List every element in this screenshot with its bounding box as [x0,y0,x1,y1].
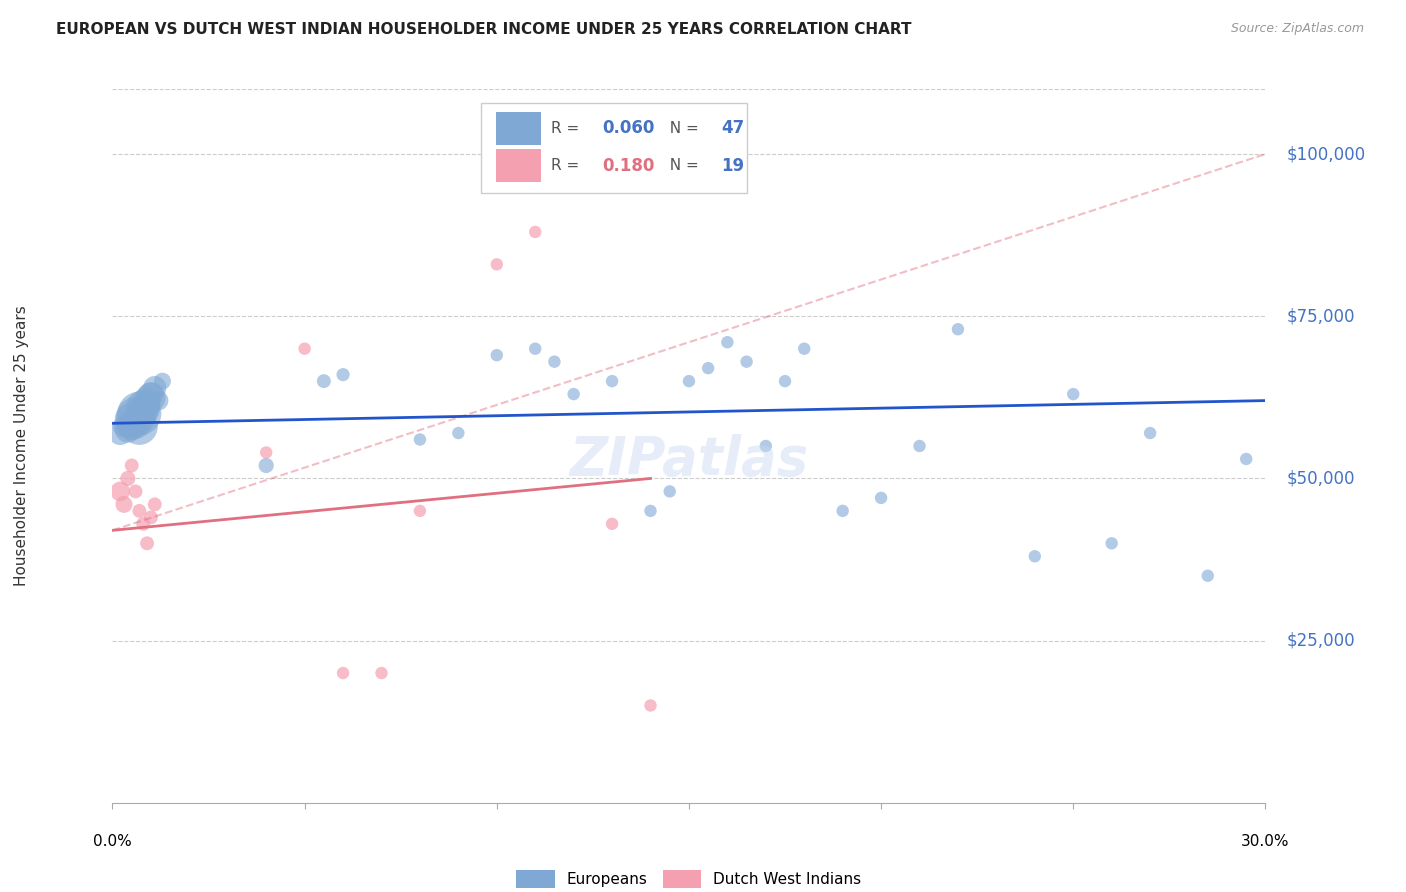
Point [793,342,815,356]
Text: 0.060: 0.060 [602,120,655,137]
Point [124,409,146,424]
Point [409,504,432,518]
Point [1139,425,1161,440]
Legend: Europeans, Dutch West Indians: Europeans, Dutch West Indians [516,871,862,888]
Point [524,225,547,239]
Point [139,387,162,401]
Point [447,425,470,440]
Point [128,504,150,518]
Point [1234,452,1257,467]
FancyBboxPatch shape [496,149,541,182]
Point [543,354,565,368]
Point [136,393,159,408]
Text: N =: N = [661,121,704,136]
Point [716,335,738,350]
Text: 47: 47 [721,120,744,137]
Text: EUROPEAN VS DUTCH WEST INDIAN HOUSEHOLDER INCOME UNDER 25 YEARS CORRELATION CHAR: EUROPEAN VS DUTCH WEST INDIAN HOUSEHOLDE… [56,22,911,37]
Point [112,497,135,511]
Point [121,413,143,427]
Point [600,374,623,388]
Point [524,342,547,356]
Point [136,397,159,411]
Point [370,666,392,681]
Text: Householder Income Under 25 years: Householder Income Under 25 years [14,306,28,586]
Point [312,374,335,388]
Point [132,516,155,531]
Text: $75,000: $75,000 [1286,307,1355,326]
Text: $50,000: $50,000 [1286,469,1355,487]
Point [121,419,143,434]
Point [485,348,508,362]
Point [132,403,155,417]
Point [908,439,931,453]
Point [128,407,150,421]
Point [254,458,277,473]
Point [946,322,969,336]
Point [132,400,155,414]
Point [831,504,853,518]
Point [332,666,354,681]
Point [697,361,720,376]
Point [409,433,432,447]
Text: 30.0%: 30.0% [1241,834,1289,849]
Text: $100,000: $100,000 [1286,145,1365,163]
FancyBboxPatch shape [481,103,747,193]
Point [143,497,166,511]
Point [870,491,893,505]
Point [136,536,159,550]
Point [112,419,135,434]
FancyBboxPatch shape [496,112,541,145]
Text: 0.180: 0.180 [602,157,655,175]
Point [658,484,681,499]
Point [148,393,170,408]
Point [143,381,166,395]
Point [562,387,585,401]
Point [600,516,623,531]
Point [1024,549,1046,564]
Point [117,471,139,485]
Point [139,510,162,524]
Point [1062,387,1084,401]
Point [678,374,700,388]
Text: ZIPatlas: ZIPatlas [569,434,808,486]
Text: R =: R = [551,121,583,136]
Point [124,417,146,431]
Point [332,368,354,382]
Point [773,374,796,388]
Point [640,504,662,518]
Point [117,423,139,437]
Text: R =: R = [551,158,583,173]
Point [735,354,758,368]
Point [152,374,174,388]
Text: Source: ZipAtlas.com: Source: ZipAtlas.com [1230,22,1364,36]
Point [139,390,162,404]
Text: N =: N = [661,158,704,173]
Point [640,698,662,713]
Point [108,484,131,499]
Point [1101,536,1123,550]
Point [254,445,277,459]
Point [1197,568,1219,582]
Text: 19: 19 [721,157,744,175]
Point [121,458,143,473]
Point [485,257,508,271]
Point [294,342,316,356]
Point [128,419,150,434]
Point [108,425,131,440]
Point [124,484,146,499]
Text: 0.0%: 0.0% [93,834,132,849]
Point [755,439,778,453]
Text: $25,000: $25,000 [1286,632,1355,649]
